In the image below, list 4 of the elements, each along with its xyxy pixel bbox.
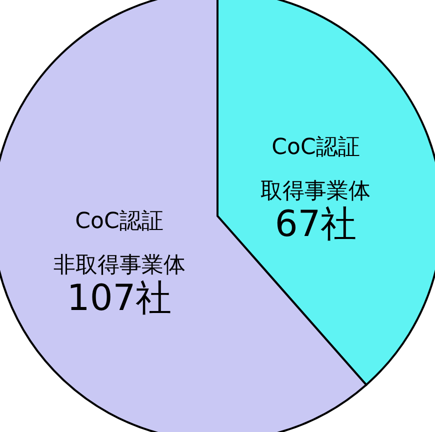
slice-label: CoC認証取得事業体	[260, 134, 371, 204]
data-label: 107社	[66, 278, 172, 320]
data-label: 67社	[274, 204, 357, 245]
slice-label: CoC認証非取得事業体	[53, 209, 186, 278]
